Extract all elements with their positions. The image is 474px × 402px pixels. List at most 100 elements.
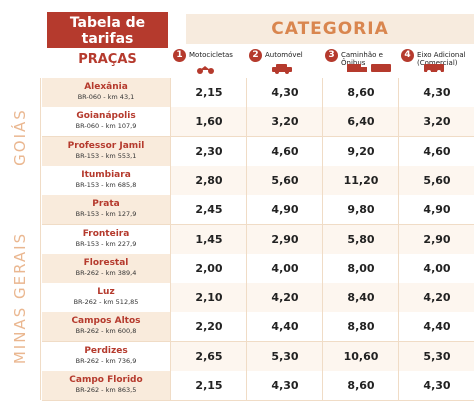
place-road: BR-262 - km 389,4 [75, 268, 137, 277]
tariff-value: 8,00 [322, 253, 399, 283]
category-header: 3 Caminhão e Ônibus [322, 48, 398, 76]
tariff-value: 5,80 [322, 224, 399, 254]
table-row: Professor Jamil BR-153 - km 553,1 2,30 4,60… [42, 136, 474, 167]
table-row: Fronteira BR-153 - km 227,9 1,45 2,90 5,80 2,… [42, 224, 474, 255]
table-row: Luz BR-262 - km 512,85 2,10 4,20 8,40 4,20 [42, 283, 474, 314]
place-cell: Professor Jamil BR-153 - km 553,1 [42, 136, 170, 166]
place-name: Fronteira [82, 228, 130, 239]
tariff-value: 2,10 [170, 283, 247, 313]
place-name: Perdizes [84, 345, 128, 356]
table-row: Campos Altos BR-262 - km 600,8 2,20 4,40 8,8… [42, 312, 474, 343]
tariff-value: 5,30 [246, 341, 323, 371]
tariff-value: 4,40 [246, 312, 323, 342]
tariff-value: 5,60 [398, 165, 474, 195]
tariff-value: 1,60 [170, 107, 247, 137]
tariff-value: 2,00 [170, 253, 247, 283]
place-road: BR-153 - km 553,1 [75, 151, 137, 160]
table-row: Prata BR-153 - km 127,9 2,45 4,90 9,80 4,90 [42, 195, 474, 226]
place-name: Goianápolis [76, 111, 136, 122]
tariff-value: 1,45 [170, 224, 247, 254]
place-cell: Goianápolis BR-060 - km 107,9 [42, 107, 170, 137]
vehicle-icon [272, 64, 292, 74]
place-name: Itumbiara [81, 169, 131, 180]
tariff-value: 8,40 [322, 283, 399, 313]
vehicle-icon [424, 64, 444, 74]
tariff-value: 4,30 [246, 78, 323, 107]
place-road: BR-060 - km 107,9 [75, 122, 137, 131]
category-header: 4 Eixo Adicional (Comercial) [398, 48, 474, 76]
tariff-value: 4,40 [398, 312, 474, 342]
place-cell: Campos Altos BR-262 - km 600,8 [42, 312, 170, 342]
vehicle-icon [347, 64, 391, 72]
category-header: 2 Automóvel [246, 48, 322, 76]
category-number: 3 [325, 49, 338, 62]
place-cell: Itumbiara BR-153 - km 685,8 [42, 165, 170, 195]
place-name: Professor Jamil [67, 140, 145, 151]
title-box: Tabela de tarifas Valores expressos em R… [47, 12, 168, 57]
place-name: Campos Altos [71, 316, 141, 327]
place-name: Prata [92, 199, 120, 210]
place-cell: Perdizes BR-262 - km 736,9 [42, 341, 170, 371]
state-group: MINAS GERAIS [0, 195, 41, 401]
tariff-value: 4,90 [246, 195, 323, 225]
category-number: 1 [173, 49, 186, 62]
tariff-value: 8,80 [322, 312, 399, 342]
place-cell: Luz BR-262 - km 512,85 [42, 283, 170, 313]
table-row: Campo Florido BR-262 - km 863,5 2,15 4,30 8,… [42, 371, 474, 401]
tariff-value: 4,20 [246, 283, 323, 313]
place-road: BR-262 - km 600,8 [75, 327, 137, 336]
tariff-value: 3,20 [398, 107, 474, 137]
place-name: Campo Florido [69, 375, 143, 385]
tariff-value: 6,40 [322, 107, 399, 137]
place-name: Florestal [83, 257, 129, 268]
tariff-value: 5,60 [246, 165, 323, 195]
place-name: Luz [97, 287, 115, 298]
title: Tabela de tarifas [69, 15, 146, 47]
table-row: Florestal BR-262 - km 389,4 2,00 4,00 8,00 4,… [42, 253, 474, 284]
table-row: Goianápolis BR-060 - km 107,9 1,60 3,20 6,40… [42, 107, 474, 138]
table-row: Alexânia BR-060 - km 43,1 2,15 4,30 8,60 4,30 [42, 78, 474, 108]
tariff-value: 2,20 [170, 312, 247, 342]
place-cell: Alexânia BR-060 - km 43,1 [42, 78, 170, 107]
tariff-value: 4,00 [246, 253, 323, 283]
table-row: Perdizes BR-262 - km 736,9 2,65 5,30 10,60 5,… [42, 341, 474, 372]
category-label: Motocicletas [189, 51, 233, 59]
place-road: BR-262 - km 863,5 [75, 386, 137, 394]
category-number: 4 [401, 49, 414, 62]
tariff-value: 2,30 [170, 136, 247, 166]
tariff-value: 2,80 [170, 165, 247, 195]
place-road: BR-060 - km 43,1 [77, 93, 135, 101]
tariff-value: 8,60 [322, 78, 399, 107]
tariff-value: 4,30 [246, 371, 323, 400]
tariff-value: 4,90 [398, 195, 474, 225]
tariff-value: 10,60 [322, 341, 399, 371]
subtitle: Valores expressos em Reais [58, 49, 156, 57]
place-road: BR-262 - km 736,9 [75, 356, 137, 365]
category-label: Caminhão e Ônibus [341, 51, 383, 67]
category-label: Automóvel [265, 51, 303, 59]
state-label: MINAS GERAIS [11, 231, 30, 364]
place-cell: Campo Florido BR-262 - km 863,5 [42, 371, 170, 400]
tariff-value: 2,15 [170, 371, 247, 400]
tariff-value: 4,30 [398, 371, 474, 400]
tariff-value: 8,60 [322, 371, 399, 400]
place-cell: Prata BR-153 - km 127,9 [42, 195, 170, 225]
tariff-value: 4,60 [246, 136, 323, 166]
tariff-value: 9,20 [322, 136, 399, 166]
place-cell: Florestal BR-262 - km 389,4 [42, 253, 170, 283]
places-title: PRAÇAS [78, 52, 137, 67]
tariff-value: 3,20 [246, 107, 323, 137]
place-name: Alexânia [84, 82, 128, 92]
tariff-value: 11,20 [322, 165, 399, 195]
tariff-value: 4,30 [398, 78, 474, 107]
vehicle-icon [197, 66, 214, 74]
state-group: GOIÁS [0, 78, 41, 196]
place-road: BR-153 - km 127,9 [75, 210, 137, 219]
tariff-value: 2,90 [398, 224, 474, 254]
place-road: BR-153 - km 227,9 [75, 239, 137, 248]
state-label: GOIÁS [11, 107, 30, 166]
category-title: CATEGORIA [186, 14, 474, 44]
tariff-value: 9,80 [322, 195, 399, 225]
tariff-value: 4,60 [398, 136, 474, 166]
